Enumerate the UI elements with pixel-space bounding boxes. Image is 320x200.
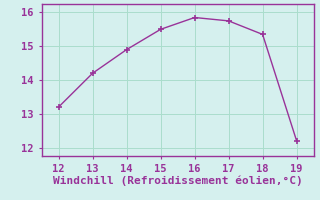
X-axis label: Windchill (Refroidissement éolien,°C): Windchill (Refroidissement éolien,°C) [53, 175, 302, 186]
